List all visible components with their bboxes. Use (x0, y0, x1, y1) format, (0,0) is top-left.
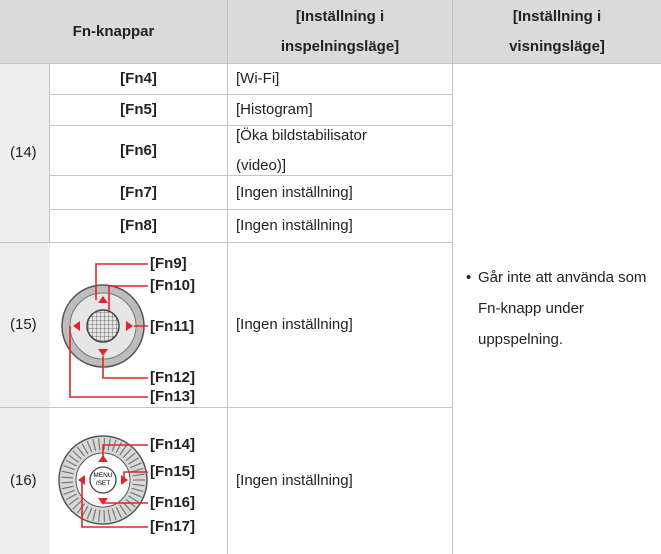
dial-ridge (132, 483, 145, 487)
dial-ridge (63, 489, 76, 495)
dial-ridge (61, 485, 74, 490)
dial-ridge (125, 452, 136, 462)
button-cell: [Fn5] (50, 95, 228, 126)
header-cell: [Inställning i visningsläge] (453, 0, 661, 64)
dial-ridge (130, 462, 142, 469)
group-label: (14) (0, 64, 50, 243)
group-label: (15) (0, 243, 50, 408)
dial-16: MENU /SET (58, 435, 148, 528)
button-label: [Fn15] (150, 463, 195, 480)
dial-ridge (107, 509, 111, 522)
dial-ridge (61, 481, 74, 484)
dial-ridge (86, 507, 93, 520)
diagram-cell (50, 408, 228, 554)
button-cell: [Fn6] (50, 126, 228, 176)
dial-ridge (81, 505, 89, 517)
dial-ridge (92, 508, 97, 521)
dial-ridge (130, 491, 142, 498)
dial-ridge (76, 503, 86, 514)
button-label: [Fn10] (150, 277, 195, 294)
dial-ridge (65, 459, 77, 467)
diagram-cell (50, 243, 228, 408)
icon-text: /SET (96, 480, 110, 487)
button-label: [Fn11] (150, 318, 195, 335)
dial-ridge (81, 443, 89, 455)
dial-ridge (98, 438, 101, 451)
dial-ridge (131, 487, 144, 493)
button-label: [Fn14] (150, 436, 195, 453)
dial-ridge (115, 441, 122, 454)
button-label: [Fn16] (150, 494, 195, 511)
dial-ridge (128, 495, 139, 503)
button-cell: [Fn8] (50, 210, 228, 243)
icon-text: MENU (93, 472, 112, 479)
button-label: [Fn9] (150, 255, 187, 272)
dial-ridge (92, 439, 97, 452)
setting-cell: [Ingen inställning] (228, 176, 453, 210)
dial-ridge (122, 448, 132, 459)
dial-ridge (72, 450, 82, 460)
dial-ridge (72, 500, 82, 510)
dial-ridge (98, 509, 101, 522)
dial-ridge (119, 504, 127, 516)
dial-ridge (61, 470, 74, 475)
button-label: [Fn12] (150, 369, 195, 386)
header-cell: [Inställning i inspelningsläge] (228, 0, 453, 64)
setting-cell: [Ingen inställning] (228, 408, 453, 554)
dial-ridge (115, 506, 122, 519)
dial-ridge (65, 493, 77, 501)
dial-ridge (68, 454, 80, 463)
dial-ridge (119, 444, 127, 456)
dial-ridge (86, 440, 93, 453)
dial-ridge (63, 465, 76, 471)
group-label: (16) (0, 408, 50, 554)
dial-ridge (76, 446, 86, 457)
button-cell: [Fn4] (50, 64, 228, 95)
setting-cell: [Histogram] (228, 95, 453, 126)
dial-ridge (132, 473, 145, 477)
dial-ridge (111, 508, 117, 521)
setting-cell: [Öka bildstabilisator (video)] (228, 126, 453, 176)
setting-cell: [Wi-Fi] (228, 64, 453, 95)
dial-ridge (128, 457, 139, 465)
dial-ridge (61, 476, 74, 479)
setting-cell: [Ingen inställning] (228, 243, 453, 408)
header-cell: Fn-knappar (0, 0, 228, 64)
playback-note: Går inte att använda som Fn-knapp under … (466, 262, 658, 355)
dial-15 (61, 263, 148, 398)
button-label: [Fn13] (150, 388, 195, 405)
setting-cell: [Ingen inställning] (228, 210, 453, 243)
dial-ridge (131, 467, 144, 473)
button-label: [Fn17] (150, 518, 195, 535)
button-cell: [Fn7] (50, 176, 228, 210)
dial-ridge (68, 497, 80, 506)
